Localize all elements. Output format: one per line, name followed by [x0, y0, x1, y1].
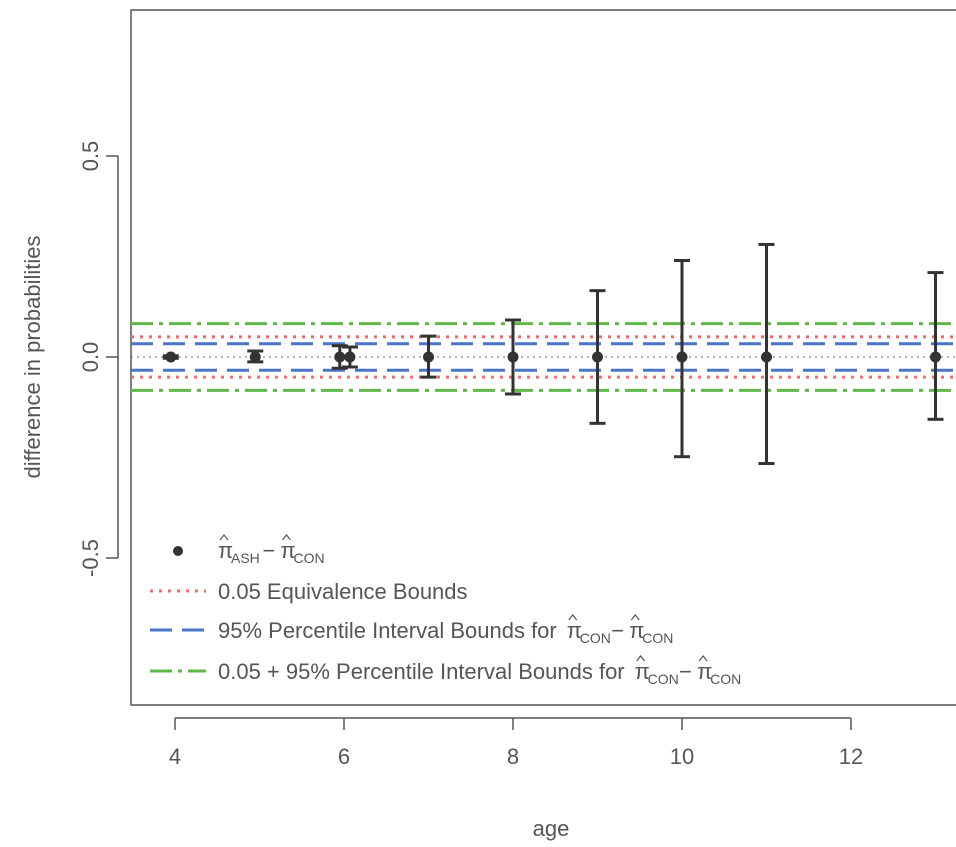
legend-points-formula-minus-sign: −: [263, 538, 276, 563]
data-point-5: [507, 351, 519, 363]
legend-points-formula-a-subscript: ASH: [231, 550, 260, 566]
legend-combined-formula-b-subscript: CON: [710, 671, 741, 687]
data-point-2: [334, 351, 346, 363]
legend-combined-formula-a-subscript: CON: [648, 671, 679, 687]
legend-percentile-formula-a-symbol: π: [567, 618, 582, 643]
data-points: [165, 351, 941, 363]
data-point-9: [930, 351, 941, 363]
legend-percentile-formula-b-hat-icon: [630, 614, 640, 621]
legend-combined-formula-b-hat-icon: [698, 655, 708, 662]
x-tick-label-4: 12: [839, 744, 863, 769]
legend-points-formula-a-hat-icon: [219, 534, 229, 541]
data-point-8: [761, 351, 772, 363]
legend-label-equivalence: 0.05 Equivalence Bounds: [218, 579, 468, 604]
legend-combined-formula-a-hat-icon: [636, 655, 646, 662]
legend-points-formula-b-symbol: π: [281, 538, 296, 563]
legend-percentile-formula-b-subscript: CON: [642, 630, 673, 646]
legend-combined-formula-b-symbol: π: [697, 659, 712, 684]
x-tick-label-0: 4: [169, 744, 181, 769]
data-point-3: [344, 351, 356, 363]
data-point-4: [423, 351, 434, 363]
x-tick-label-2: 8: [507, 744, 519, 769]
legend-points-formula-a-symbol: π: [218, 538, 233, 563]
x-tick-label-3: 10: [670, 744, 694, 769]
legend-points-formula-b-subscript: CON: [294, 550, 325, 566]
y-axis-label: difference in probabilities: [20, 236, 45, 479]
y-axis: -0.5 0.0 0.5: [78, 141, 119, 577]
x-tick-label-1: 6: [338, 744, 350, 769]
y-tick-label-0: -0.5: [78, 539, 103, 577]
x-axis: 4 6 8 10 12: [169, 717, 863, 769]
legend-percentile-formula-b-symbol: π: [629, 618, 644, 643]
legend-item-combined: 0.05 + 95% Percentile Interval Bounds fo…: [150, 655, 741, 687]
data-point-1: [249, 351, 261, 363]
legend-point-icon: [173, 546, 183, 556]
legend-item-equivalence: 0.05 Equivalence Bounds: [150, 579, 468, 604]
legend-percentile-formula-minus-sign: −: [611, 618, 624, 643]
legend-combined-formula-a-symbol: π: [635, 659, 650, 684]
data-point-0: [165, 351, 177, 363]
data-point-6: [592, 351, 603, 363]
legend-points-formula-b-hat-icon: [282, 534, 291, 541]
bound-lines: [131, 322, 956, 392]
legend-label-percentile: 95% Percentile Interval Bounds for: [218, 618, 557, 643]
error-bars: [162, 242, 944, 466]
error-bar-9: [927, 271, 944, 421]
y-tick-label-1: 0.0: [78, 342, 103, 373]
legend-percentile-formula-a-subscript: CON: [580, 630, 611, 646]
legend-percentile-formula-a-hat-icon: [568, 614, 578, 621]
y-tick-label-2: 0.5: [78, 141, 103, 172]
x-axis-label: age: [533, 816, 570, 841]
legend-combined-formula-minus-sign: −: [679, 659, 692, 684]
data-point-7: [676, 351, 688, 363]
legend-label-combined: 0.05 + 95% Percentile Interval Bounds fo…: [218, 659, 625, 684]
